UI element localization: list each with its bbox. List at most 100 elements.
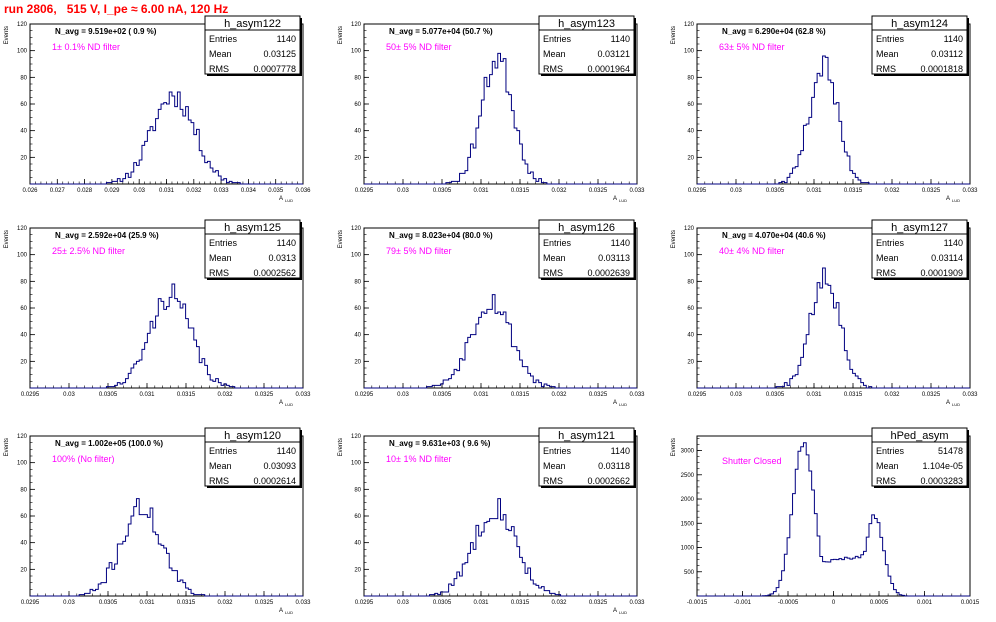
y-tick-label: 100 bbox=[351, 49, 362, 55]
y-tick-label: 120 bbox=[17, 434, 28, 440]
filter-annotation: 100% (No filter) bbox=[52, 454, 115, 464]
stats-entries-value: 51478 bbox=[938, 446, 963, 456]
x-axis-label-subscript: LUD bbox=[619, 198, 627, 203]
stats-rms-value: 0.0002614 bbox=[253, 476, 296, 486]
stats-entries-label: Entries bbox=[543, 34, 572, 44]
stats-mean-label: Mean bbox=[543, 461, 566, 471]
x-tick-label: 0.031 bbox=[139, 600, 155, 606]
stats-rms-value: 0.0002562 bbox=[253, 268, 296, 278]
histogram-name: h_asym123 bbox=[558, 18, 615, 30]
y-tick-label: 40 bbox=[354, 541, 361, 547]
y-tick-label: 20 bbox=[20, 567, 27, 573]
x-tick-label: 0.0305 bbox=[433, 600, 452, 606]
x-tick-label: 0.032 bbox=[217, 392, 233, 398]
filter-annotation: 63± 5% ND filter bbox=[719, 42, 784, 52]
y-tick-label: 80 bbox=[20, 487, 27, 493]
histogram-panel-h_asym120: 0.0295 0.03 0.0305 0.031 0.0315 0.032 0.0325 0.… bbox=[4, 427, 311, 615]
stats-mean-value: 0.03113 bbox=[598, 253, 630, 263]
x-tick-label: 0.033 bbox=[629, 600, 645, 606]
x-tick-label: 0 bbox=[832, 600, 836, 606]
histogram-line bbox=[364, 498, 637, 597]
n-avg-label: N_avg = 2.592e+04 (25.9 %) bbox=[55, 231, 159, 240]
stats-rms-label: RMS bbox=[543, 268, 563, 278]
x-tick-label: 0.0305 bbox=[433, 392, 452, 398]
x-tick-label: 0.0295 bbox=[688, 392, 707, 398]
y-tick-label: 40 bbox=[687, 129, 694, 135]
stats-mean-label: Mean bbox=[876, 49, 899, 59]
stats-entries-value: 1140 bbox=[944, 238, 963, 248]
y-tick-label: 60 bbox=[354, 306, 361, 312]
stats-box bbox=[538, 15, 635, 75]
x-axis-label-subscript: LUD bbox=[952, 402, 960, 407]
y-axis-label: Events bbox=[338, 438, 344, 456]
n-avg-label: N_avg = 8.023e+04 (80.0 %) bbox=[389, 231, 493, 240]
x-tick-label: 0.033 bbox=[962, 392, 978, 398]
filter-annotation: 50± 5% ND filter bbox=[386, 42, 451, 52]
x-tick-label: 0.032 bbox=[186, 188, 202, 194]
n-avg-label: N_avg = 6.290e+04 (62.8 %) bbox=[722, 27, 826, 36]
stats-box bbox=[204, 427, 301, 487]
x-tick-label: -0.001 bbox=[734, 600, 752, 606]
stats-entries-label: Entries bbox=[209, 238, 238, 248]
y-tick-label: 80 bbox=[354, 279, 361, 285]
x-tick-label: 0.031 bbox=[473, 392, 489, 398]
x-tick-label: 0.03 bbox=[63, 392, 75, 398]
x-tick-label: -0.0015 bbox=[687, 600, 708, 606]
y-tick-label: 40 bbox=[687, 333, 694, 339]
stats-box bbox=[204, 15, 301, 75]
stats-rms-label: RMS bbox=[876, 476, 896, 486]
y-axis-label: Events bbox=[4, 438, 10, 456]
stats-entries-value: 1140 bbox=[277, 238, 296, 248]
stats-rms-label: RMS bbox=[209, 476, 229, 486]
x-tick-label: 0.0015 bbox=[961, 600, 980, 606]
y-tick-label: 120 bbox=[351, 226, 362, 232]
x-tick-label: 0.0325 bbox=[589, 392, 608, 398]
stats-mean-label: Mean bbox=[876, 461, 899, 471]
x-tick-label: 0.0315 bbox=[511, 600, 530, 606]
histogram-name: h_asym125 bbox=[224, 222, 281, 234]
x-axis-label: A LUD bbox=[613, 608, 627, 615]
x-tick-label: 0.0295 bbox=[355, 600, 374, 606]
y-tick-label: 120 bbox=[684, 226, 695, 232]
y-tick-label: 120 bbox=[351, 22, 362, 28]
y-tick-label: 100 bbox=[351, 253, 362, 259]
x-tick-label: 0.033 bbox=[214, 188, 230, 194]
x-tick-label: 0.032 bbox=[217, 600, 233, 606]
stats-mean-value: 0.03093 bbox=[263, 461, 296, 471]
y-tick-label: 100 bbox=[17, 253, 28, 259]
filter-annotation: 1± 0.1% ND filter bbox=[52, 42, 120, 52]
x-tick-label: 0.033 bbox=[962, 188, 978, 194]
y-tick-label: 120 bbox=[17, 226, 28, 232]
y-tick-label: 60 bbox=[20, 514, 27, 520]
stats-box bbox=[871, 219, 968, 279]
x-tick-label: 0.028 bbox=[77, 188, 93, 194]
x-tick-label: 0.0315 bbox=[844, 188, 863, 194]
histogram-panel-hPed_asym: -0.0015 -0.001 -0.0005 0 0.0005 0.001 0.0015 50… bbox=[671, 427, 980, 606]
stats-entries-label: Entries bbox=[543, 238, 572, 248]
y-tick-label: 500 bbox=[684, 570, 695, 576]
stats-mean-value: 0.03112 bbox=[931, 49, 963, 59]
x-tick-label: 0.0305 bbox=[766, 392, 785, 398]
page-title: run 2806, 515 V, I_pe ≈ 6.00 nA, 120 Hz bbox=[4, 2, 229, 16]
x-tick-label: 0.0325 bbox=[255, 392, 274, 398]
x-tick-label: 0.031 bbox=[473, 600, 489, 606]
stats-rms-label: RMS bbox=[543, 476, 563, 486]
stats-rms-label: RMS bbox=[543, 64, 563, 74]
x-tick-label: 0.0315 bbox=[177, 392, 196, 398]
stats-rms-value: 0.0003283 bbox=[920, 476, 963, 486]
x-tick-label: 0.031 bbox=[473, 188, 489, 194]
histogram-name: h_asym126 bbox=[558, 222, 615, 234]
histogram-panel-h_asym125: 0.0295 0.03 0.0305 0.031 0.0315 0.032 0.0325 0.… bbox=[4, 219, 311, 407]
y-tick-label: 60 bbox=[20, 102, 27, 108]
stats-mean-label: Mean bbox=[543, 49, 566, 59]
stats-rms-label: RMS bbox=[209, 268, 229, 278]
y-tick-label: 20 bbox=[354, 567, 361, 573]
y-tick-label: 120 bbox=[351, 434, 362, 440]
n-avg-label: N_avg = 5.077e+04 (50.7 %) bbox=[389, 27, 493, 36]
stats-rms-value: 0.0001909 bbox=[920, 268, 963, 278]
x-axis-label-subscript: LUD bbox=[952, 198, 960, 203]
stats-box bbox=[871, 15, 968, 75]
filter-annotation: Shutter Closed bbox=[722, 456, 782, 466]
x-tick-label: 0.0005 bbox=[870, 600, 889, 606]
y-axis-label: Events bbox=[4, 230, 10, 248]
